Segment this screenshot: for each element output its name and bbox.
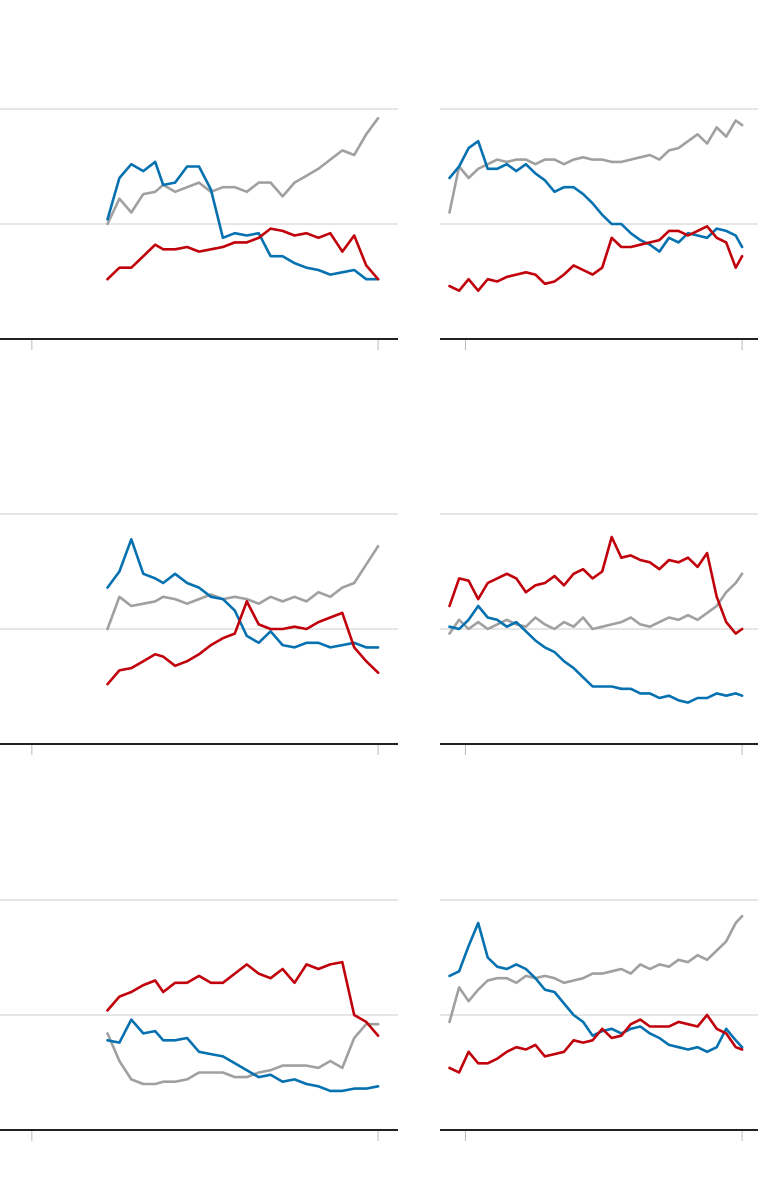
gray-series-line (448, 119, 744, 214)
blue-series-line (448, 604, 744, 704)
gray-series-line (448, 914, 744, 1024)
red-series-line (448, 225, 744, 292)
blue-series-line (448, 139, 744, 253)
gray-series-line (106, 544, 380, 631)
gray-series-line (448, 572, 744, 635)
blue-series-line (106, 538, 380, 649)
blue-series-line (448, 921, 744, 1054)
red-series-line (448, 1013, 744, 1074)
red-series-line (106, 960, 380, 1037)
panel-3 (0, 513, 398, 755)
red-series-line (448, 535, 744, 635)
panel-6 (440, 899, 758, 1141)
panel-5 (0, 899, 398, 1141)
gray-series-line (106, 1022, 380, 1086)
panel-4 (440, 513, 758, 755)
red-series-line (106, 227, 380, 281)
red-series-line (106, 600, 380, 686)
gray-series-line (106, 116, 380, 226)
panel-2 (440, 108, 758, 350)
blue-series-line (106, 160, 380, 281)
panel-1 (0, 108, 398, 350)
blue-series-line (106, 1018, 380, 1093)
